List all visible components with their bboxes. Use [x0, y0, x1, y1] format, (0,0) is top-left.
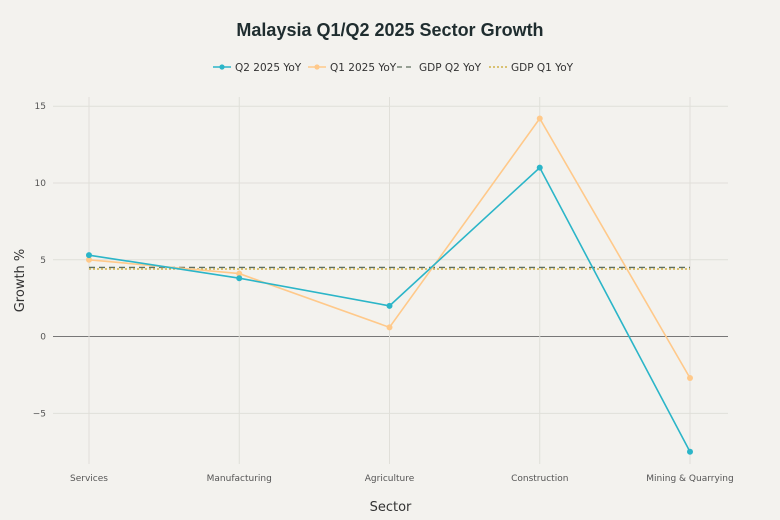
legend-item: Q1 2025 YoY [308, 62, 397, 74]
legend-swatch-marker [219, 64, 225, 70]
y-tick-label: 5 [40, 256, 46, 266]
legend-item: GDP Q2 YoY [397, 62, 482, 74]
legend-label: Q2 2025 YoY [235, 62, 302, 74]
data-point [386, 302, 393, 309]
data-point [687, 448, 693, 455]
legend-label: GDP Q1 YoY [511, 62, 574, 74]
y-tick-label: −5 [33, 409, 46, 419]
x-tick-label: Services [70, 474, 108, 484]
x-axis-title: Sector [370, 500, 412, 515]
legend-label: GDP Q2 YoY [419, 62, 482, 74]
data-point [86, 256, 92, 263]
x-tick-label: Construction [511, 474, 568, 484]
y-axis-title: Growth % [13, 249, 28, 313]
x-tick-label: Agriculture [365, 474, 415, 484]
x-tick-label: Manufacturing [207, 474, 272, 484]
data-point [86, 252, 92, 259]
y-tick-label: 0 [40, 333, 46, 343]
data-point [386, 324, 393, 331]
x-tick-label: Mining & Quarrying [646, 474, 733, 484]
legend-item: Q2 2025 YoY [213, 62, 302, 74]
legend-item: GDP Q1 YoY [489, 62, 574, 74]
data-point [687, 375, 693, 382]
data-point [236, 275, 243, 282]
data-point [536, 164, 543, 171]
y-tick-label: 15 [35, 102, 46, 112]
legend-swatch-marker [314, 64, 320, 70]
data-point [236, 270, 243, 277]
legend-label: Q1 2025 YoY [330, 62, 397, 74]
data-point [536, 115, 543, 122]
chart-title: Malaysia Q1/Q2 2025 Sector Growth [236, 20, 544, 40]
y-tick-label: 10 [35, 179, 47, 189]
